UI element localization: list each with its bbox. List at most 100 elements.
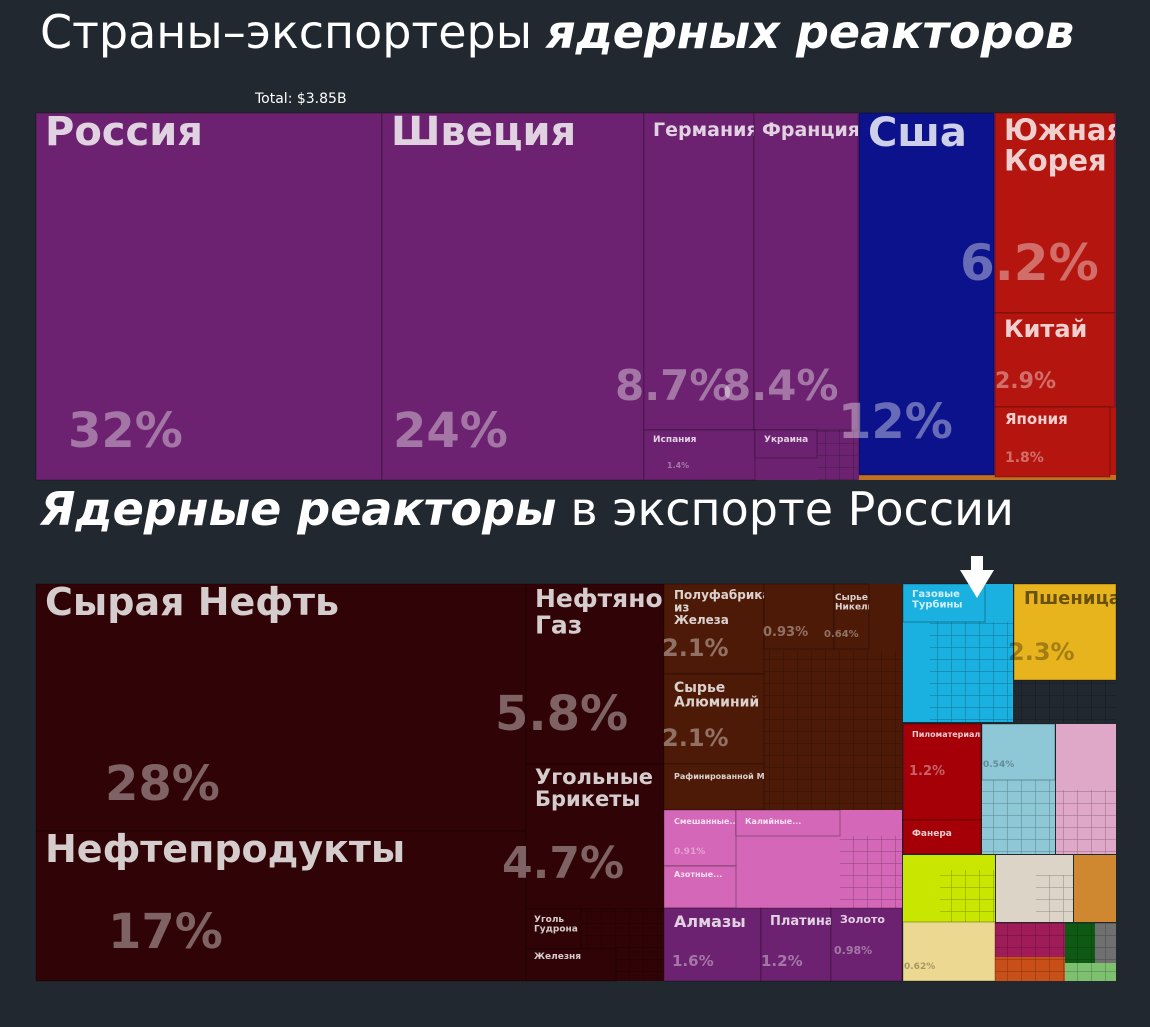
title-part: ядерных реакторов: [544, 5, 1074, 59]
block: [940, 870, 995, 922]
arrow: [960, 556, 994, 598]
cell-label: Смешанные...: [674, 817, 739, 826]
block: [930, 622, 1013, 722]
treemap-cell: [35, 583, 527, 832]
treemap-cell: [760, 907, 832, 982]
value-label: 17%: [108, 904, 223, 960]
cell-label: Алмазы: [674, 912, 746, 931]
value-label: 1.2%: [761, 952, 803, 970]
value-label: 6.2%: [960, 234, 1099, 292]
cell-label: Фанера: [912, 829, 952, 839]
block: [840, 836, 902, 908]
treemap-cell: [994, 112, 1116, 314]
cell-label: Угольные Брикеты: [535, 765, 653, 811]
treemap-cell: [663, 763, 765, 811]
cell-label: Калийные...: [745, 817, 801, 826]
treemap-cell: [525, 908, 582, 950]
treemap-cell: [525, 763, 665, 910]
cell-label: Россия: [45, 109, 203, 155]
cell-label: Уголь Гудрона: [534, 915, 578, 934]
value-label: 1.6%: [672, 952, 714, 970]
cell-label: Пшеница: [1024, 588, 1121, 609]
value-label: 4.7%: [502, 838, 624, 889]
cell-label: Нефтяной Газ: [535, 584, 680, 639]
value-label: 0.98%: [834, 944, 872, 957]
treemap-cell: [381, 112, 645, 481]
cell-label: Япония: [1005, 410, 1068, 428]
cell-label: Платина: [770, 914, 834, 929]
treemap-cell: [830, 907, 903, 982]
treemap-cell: [994, 406, 1111, 478]
value-label: 8.4%: [722, 361, 838, 410]
cell-label: Золото: [840, 913, 885, 926]
value-label: 1.2%: [909, 764, 945, 779]
treemap-cell: [902, 819, 982, 855]
block: [1056, 790, 1116, 854]
cell-label: Сша: [868, 110, 967, 156]
cell-label: Пиломатериалы: [912, 730, 987, 739]
block: [982, 780, 1055, 854]
treemap-cell: [754, 429, 818, 459]
treemap-cell: [35, 830, 527, 982]
cell-label: Полуфабрикаты из Железа: [674, 588, 788, 627]
block: [1074, 855, 1116, 922]
value-label: 2.3%: [1008, 638, 1075, 666]
value-label: 12%: [838, 394, 953, 450]
cell-label: Газовые Турбины: [912, 589, 962, 611]
treemap-cell: [753, 112, 859, 431]
cell-label: Украина: [764, 435, 808, 445]
treemap-cell: [663, 673, 765, 765]
chart-title: Ядерные реакторы в экспорте России: [39, 482, 1014, 536]
cell-label: Азотные...: [674, 870, 722, 879]
treemap-cell: [643, 112, 755, 431]
value-label: 1.8%: [1005, 450, 1044, 466]
value-label: 0.91%: [674, 847, 705, 857]
value-label: 5.8%: [495, 686, 628, 742]
value-label: 2.9%: [995, 369, 1056, 394]
treemap-cell: [981, 723, 1056, 781]
value-label: 0.54%: [983, 760, 1014, 770]
chart-title: Страны–экспортеры ядерных реакторов: [40, 5, 1074, 59]
value-label: 2.1%: [662, 634, 729, 662]
value-label: 0.62%: [904, 962, 935, 972]
treemap-cell: [902, 921, 996, 982]
cell-label: Швеция: [391, 109, 576, 155]
value-label: 0.64%: [824, 629, 859, 640]
treemap-cell: [663, 583, 765, 675]
block: [817, 430, 857, 480]
cell-label: Нефтепродукты: [45, 827, 405, 871]
value-label: 24%: [393, 403, 508, 459]
cell-label: Железня: [534, 952, 581, 962]
block: [1014, 680, 1116, 722]
treemap-cell: [858, 112, 995, 476]
value-label: 0.93%: [763, 625, 808, 640]
total-label: Total: $3.85B: [254, 91, 347, 107]
cell-label: Рафинированной Меди: [674, 772, 782, 781]
title-part: Страны–экспортеры: [40, 5, 532, 59]
cell-label: Испания: [653, 435, 697, 445]
treemap-cell: [833, 583, 870, 650]
cell-label: Германия: [653, 119, 759, 141]
value-label: 1.4%: [667, 461, 689, 470]
cell-label: Китай: [1004, 315, 1087, 343]
block: [995, 923, 1116, 981]
treemap-cell: [35, 112, 383, 481]
treemap-cell: [663, 809, 737, 867]
treemap-cell: [525, 948, 617, 982]
treemap-cell: [1013, 583, 1117, 681]
cell-label: Франция: [762, 119, 860, 141]
cell-label: Сырая Нефть: [45, 580, 339, 624]
cell-label: Южная Корея: [1004, 113, 1125, 177]
value-label: 2.1%: [662, 724, 729, 752]
treemap-cell: [735, 809, 841, 837]
treemap-cell: [763, 583, 835, 650]
treemap-cell: [902, 583, 986, 623]
cell-label: Сырье Алюминий: [674, 680, 759, 711]
title-part: Ядерные реакторы: [39, 482, 556, 536]
value-label: 28%: [105, 756, 220, 812]
block: [1036, 875, 1073, 922]
block: [859, 475, 1116, 480]
value-label: 8.7%: [615, 361, 731, 410]
